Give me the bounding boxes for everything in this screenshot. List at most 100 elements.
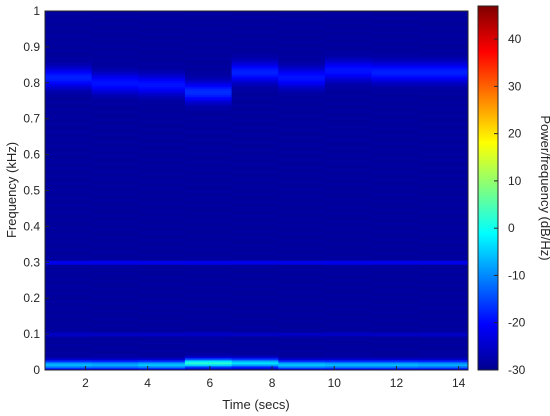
heatmap-cell (138, 160, 186, 163)
heatmap-cell (371, 152, 419, 155)
heatmap-cell (371, 54, 419, 58)
heatmap-cell (231, 314, 279, 317)
heatmap-cell (184, 76, 233, 80)
heatmap-cell (231, 272, 279, 275)
heatmap-cell (231, 174, 279, 177)
heatmap-cell (278, 360, 326, 363)
heatmap-cell (138, 62, 186, 66)
heatmap-cell (184, 318, 233, 321)
heatmap-cell (184, 264, 233, 267)
heatmap-cell (138, 240, 186, 243)
heatmap-cell (45, 60, 93, 64)
heatmap-cell (138, 264, 186, 267)
heatmap-cell (45, 22, 93, 26)
heatmap-cell (278, 198, 326, 201)
heatmap-cell (324, 302, 372, 305)
heatmap-cell (138, 192, 186, 195)
heatmap-cell (184, 230, 233, 233)
heatmap-cell (45, 330, 93, 333)
heatmap-cell (138, 12, 186, 16)
heatmap-cell (91, 74, 139, 78)
heatmap-cell (418, 236, 468, 239)
heatmap-cell (324, 50, 372, 54)
heatmap-cell (418, 174, 468, 177)
heatmap-cell (371, 314, 419, 317)
heatmap-cell (371, 336, 419, 339)
heatmap-cell (138, 11, 186, 14)
heatmap-cell (138, 80, 186, 84)
heatmap-cell (418, 250, 468, 253)
heatmap-cell (324, 314, 372, 317)
heatmap-cell (324, 194, 372, 197)
heatmap-cell (324, 346, 372, 349)
heatmap-cell (371, 48, 419, 52)
heatmap-cell (324, 336, 372, 339)
heatmap-cell (418, 116, 468, 120)
heatmap-cell (418, 272, 468, 275)
heatmap-cell (278, 318, 326, 321)
heatmap-cell (231, 118, 279, 122)
heatmap-cell (184, 192, 233, 195)
heatmap-cell (231, 204, 279, 207)
heatmap-cell (324, 284, 372, 287)
heatmap-cell (278, 202, 326, 205)
heatmap-cell (231, 124, 279, 128)
heatmap-cell (418, 282, 468, 285)
colorbar-label: Power/frequency (dB/Hz) (538, 115, 550, 260)
heatmap-cell (45, 338, 93, 341)
heatmap-cell (138, 168, 186, 171)
heatmap-cell (138, 222, 186, 225)
heatmap-cell (371, 322, 419, 325)
heatmap-cell (184, 250, 233, 253)
heatmap-cell (91, 220, 139, 223)
heatmap-cell (371, 144, 419, 148)
heatmap-cell (45, 74, 93, 78)
heatmap-cell (231, 184, 279, 187)
heatmap-cell (324, 222, 372, 225)
heatmap-cell (184, 142, 233, 146)
heatmap-cell (418, 238, 468, 241)
heatmap-cell (91, 186, 139, 189)
heatmap-cell (324, 140, 372, 144)
heatmap-cell (324, 310, 372, 313)
heatmap-cell (231, 326, 279, 329)
heatmap-cell (231, 160, 279, 163)
heatmap-cell (418, 170, 468, 173)
heatmap-cell (324, 324, 372, 327)
heatmap-cell (45, 34, 93, 38)
heatmap-cell (278, 300, 326, 303)
heatmap-cell (138, 282, 186, 285)
heatmap-cell (418, 322, 468, 325)
heatmap-cell (138, 196, 186, 199)
heatmap-cell (324, 126, 372, 130)
heatmap-cell (418, 134, 468, 138)
heatmap-cell (138, 102, 186, 106)
heatmap-cell (45, 64, 93, 68)
heatmap-cell (45, 184, 93, 187)
heatmap-cell (278, 68, 326, 72)
heatmap-cell (45, 210, 93, 213)
heatmap-cell (418, 334, 468, 337)
heatmap-cell (91, 140, 139, 144)
heatmap-cell (45, 154, 93, 157)
heatmap-cell (231, 324, 279, 327)
heatmap-cell (231, 194, 279, 197)
heatmap-cell (371, 18, 419, 22)
heatmap-cell (418, 136, 468, 140)
heatmap-cell (184, 282, 233, 285)
heatmap-cell (138, 86, 186, 90)
heatmap-cell (45, 278, 93, 281)
heatmap-cell (418, 280, 468, 283)
heatmap-cell (371, 348, 419, 351)
heatmap-cell (324, 340, 372, 343)
heatmap-cell (184, 216, 233, 219)
heatmap-cell (45, 364, 93, 367)
heatmap-cell (278, 132, 326, 136)
heatmap-cell (138, 252, 186, 255)
heatmap-cell (45, 138, 93, 142)
heatmap-cell (231, 70, 279, 74)
heatmap-cell (138, 42, 186, 46)
heatmap-cell (418, 42, 468, 46)
heatmap-cell (184, 128, 233, 132)
heatmap-cell (324, 124, 372, 128)
